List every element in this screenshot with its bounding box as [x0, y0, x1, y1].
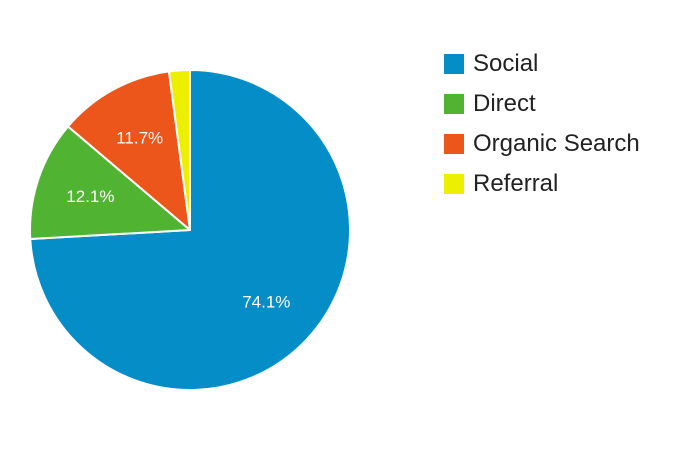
legend-swatch	[444, 174, 464, 194]
legend-item-direct: Direct	[444, 84, 640, 124]
pie-slice-labels: 74.1% 12.1% 11.7%	[66, 128, 290, 311]
legend-item-referral: Referral	[444, 164, 640, 204]
legend-item-organic-search: Organic Search	[444, 124, 640, 164]
legend-item-social: Social	[444, 44, 640, 84]
legend-label: Social	[473, 50, 539, 77]
slice-label-direct: 12.1%	[66, 187, 114, 206]
slice-label-social: 74.1%	[242, 293, 290, 312]
pie-slices	[29, 69, 352, 391]
pie-slice-direct	[29, 125, 191, 241]
legend-label: Referral	[473, 170, 559, 197]
legend-swatch	[444, 94, 464, 114]
legend-swatch	[444, 54, 464, 74]
legend-label: Direct	[473, 90, 536, 117]
legend: Social Direct Organic Search Referral	[444, 44, 640, 204]
legend-label: Organic Search	[473, 130, 640, 157]
pie-slice-organic-search	[67, 70, 191, 231]
slice-label-organic-search: 11.7%	[116, 128, 163, 147]
pie-slice-referral	[167, 69, 191, 231]
legend-swatch	[444, 134, 464, 154]
